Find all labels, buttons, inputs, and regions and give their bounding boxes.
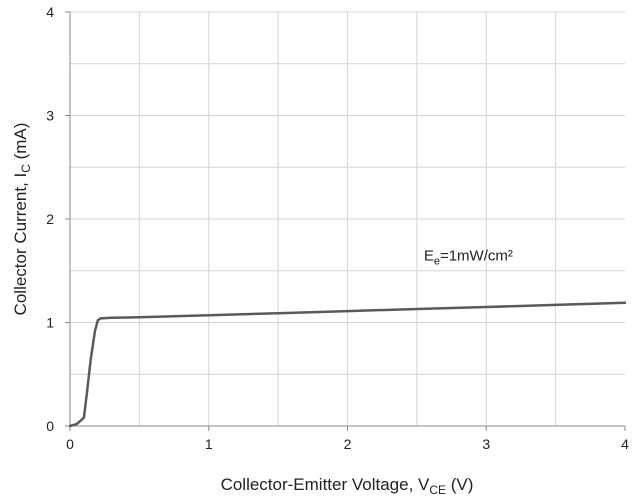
x-tick-label: 2 [344, 436, 352, 452]
series-lines [68, 301, 627, 428]
x-tick-label: 4 [621, 436, 629, 452]
x-axis-title: Collector-Emitter Voltage, VCE (V) [221, 475, 474, 497]
x-tick-label: 1 [205, 436, 213, 452]
annotations: Ee=1mW/cm² [424, 247, 513, 267]
axes [65, 11, 626, 431]
y-tick-label: 1 [46, 315, 54, 331]
x-tick-label: 0 [66, 436, 74, 452]
y-tick-label: 0 [46, 418, 54, 434]
grid [70, 11, 625, 426]
tick-labels: 0 1 2 3 4 0 1 2 3 4 [46, 4, 629, 452]
y-tick-label: 2 [46, 211, 54, 227]
y-tick-label: 3 [46, 108, 54, 124]
y-axis-title: Collector Current, IC (mA) [11, 123, 33, 316]
y-tick-label: 4 [46, 4, 54, 20]
series-line [68, 301, 627, 428]
annotation-label: Ee=1mW/cm² [424, 247, 513, 267]
x-tick-label: 3 [482, 436, 490, 452]
